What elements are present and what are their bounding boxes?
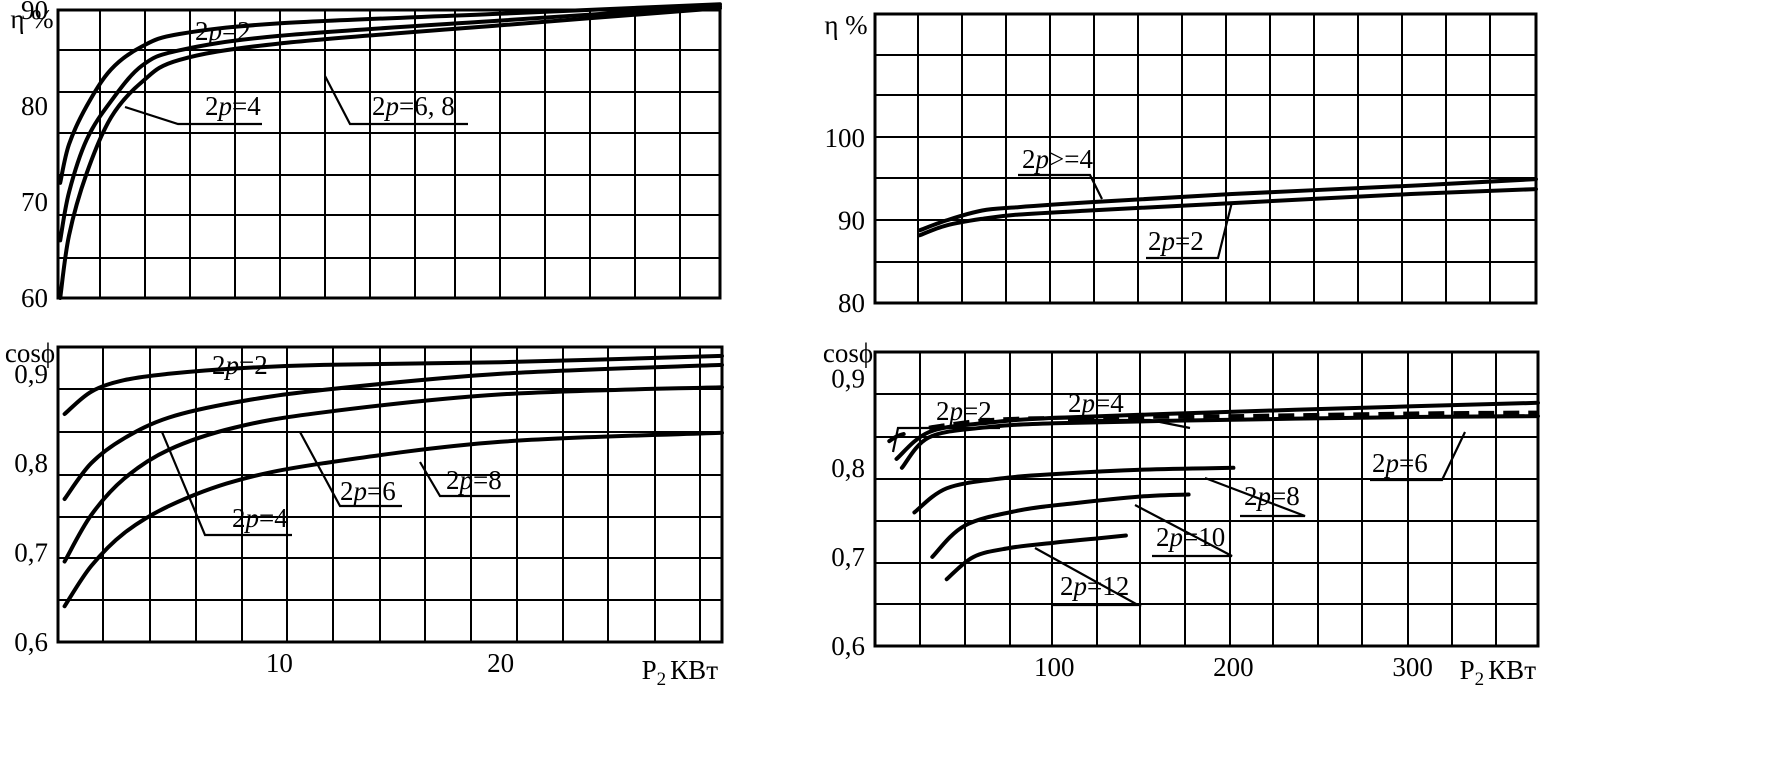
label-leader-line [124, 105, 262, 126]
x-axis-label: P2 КВт [642, 655, 719, 690]
label-leader-line [1370, 431, 1466, 482]
efficiency-chart-large-power: 80 90 100 η % 2p>=4 2p=2 [824, 10, 1538, 318]
y-axis-label: cosϕ [823, 338, 873, 368]
label-leader-line [891, 426, 1000, 453]
y-axis-label: η % [824, 10, 867, 40]
curve-2p-12 [944, 533, 1128, 582]
label-leader-line [1034, 547, 1143, 607]
curve-label-2p-2: 2p=2 [195, 16, 251, 46]
curve-label-2p-4: 2p=4 [205, 91, 261, 121]
curve-2p-8 [912, 465, 1236, 515]
curve-label-2p-6: 2p=6 [340, 476, 396, 506]
power-factor-chart-large-power: 0,6 0,7 0,8 0,9 100 200 300 cosϕ P2 КВт 2p=2 2p=4 2p… [823, 338, 1540, 690]
label-leader-line [324, 75, 468, 126]
label-leader-line [1134, 504, 1233, 558]
grid [57, 9, 721, 299]
curve-2p-6-8 [58, 6, 722, 300]
curve-label-2p-10: 2p=10 [1156, 522, 1225, 552]
curve-label-2p-2: 2p=2 [212, 350, 268, 380]
curve-label-2p-4: 2p=4 [1068, 388, 1124, 418]
y-tick-label: 0,8 [831, 453, 865, 483]
curve-label-2p-8: 2p=8 [1244, 481, 1300, 511]
plot-frame [56, 8, 722, 300]
y-tick-label: 0,9 [14, 359, 48, 389]
y-axis-label: η % [10, 4, 53, 34]
label-leader-line [1146, 201, 1234, 260]
curve-label-2p-6: 2p=6 [1372, 448, 1428, 478]
x-tick-label: 10 [266, 648, 293, 678]
label-leader-line [299, 431, 402, 508]
y-tick-label: 0,7 [14, 538, 48, 568]
x-tick-label: 100 [1034, 652, 1075, 682]
y-tick-label: 80 [838, 288, 865, 318]
y-tick-label: 0,8 [14, 448, 48, 478]
y-tick-label: 0,7 [831, 542, 865, 572]
curve-2p-4 [58, 4, 722, 243]
efficiency-chart-small-power: 60 70 80 90η % 2p=2 2p=4 2p=6, 8 [10, 0, 722, 313]
curve-label-2p-2: 2p=2 [936, 396, 992, 426]
plot-frame [873, 350, 1540, 648]
curve-2p-4-dashed [928, 410, 1539, 430]
plot-frame [56, 345, 724, 644]
x-tick-label: 20 [487, 648, 514, 678]
curve-label-2p-4: 2p=4 [232, 503, 288, 533]
power-factor-chart-small-power: 0,6 0,7 0,8 0,9 10 20 cosϕ P2 КВт 2p=2 2p=4 2p=6 2p=… [5, 338, 724, 690]
x-axis-label: P2 КВт [1460, 655, 1537, 690]
curve-2p-2 [917, 187, 1538, 238]
y-tick-label: 0,6 [14, 627, 48, 657]
label-leader-line [160, 431, 292, 537]
curve-2p-8 [62, 430, 724, 609]
curve-2p-10 [930, 492, 1191, 559]
curve-label-2p-12: 2p=12 [1060, 571, 1129, 601]
curve-label-2p-6-8: 2p=6, 8 [372, 91, 455, 121]
curve-label-2p-2: 2p=2 [1148, 226, 1204, 256]
label-leader-line [1018, 173, 1103, 200]
curve-label-2p-8: 2p=8 [446, 465, 502, 495]
label-leader-line [1068, 418, 1191, 430]
curve-2p-6 [62, 385, 724, 564]
y-tick-label: 90 [21, 0, 48, 25]
y-tick-label: 0,9 [831, 364, 865, 394]
y-tick-label: 100 [825, 123, 866, 153]
x-tick-label: 200 [1213, 652, 1254, 682]
curve-label-2p-4: 2p>=4 [1022, 144, 1093, 174]
plot-frame [873, 12, 1538, 305]
curve-2p-2 [58, 2, 722, 185]
curve-2p-4 [917, 177, 1538, 233]
y-tick-label: 80 [21, 91, 48, 121]
x-tick-label: 300 [1392, 652, 1433, 682]
curve-2p-2 [62, 353, 724, 416]
y-axis-label: cosϕ [5, 338, 55, 368]
curve-2p-4 [62, 362, 724, 501]
label-leader-line [419, 461, 510, 498]
grid [874, 13, 1537, 304]
curve-2p-6 [899, 414, 1540, 470]
y-tick-label: 0,6 [831, 631, 865, 661]
y-tick-label: 90 [838, 205, 865, 235]
y-tick-label: 60 [21, 283, 48, 313]
y-tick-label: 70 [21, 187, 48, 217]
label-leader-line [1204, 476, 1306, 518]
